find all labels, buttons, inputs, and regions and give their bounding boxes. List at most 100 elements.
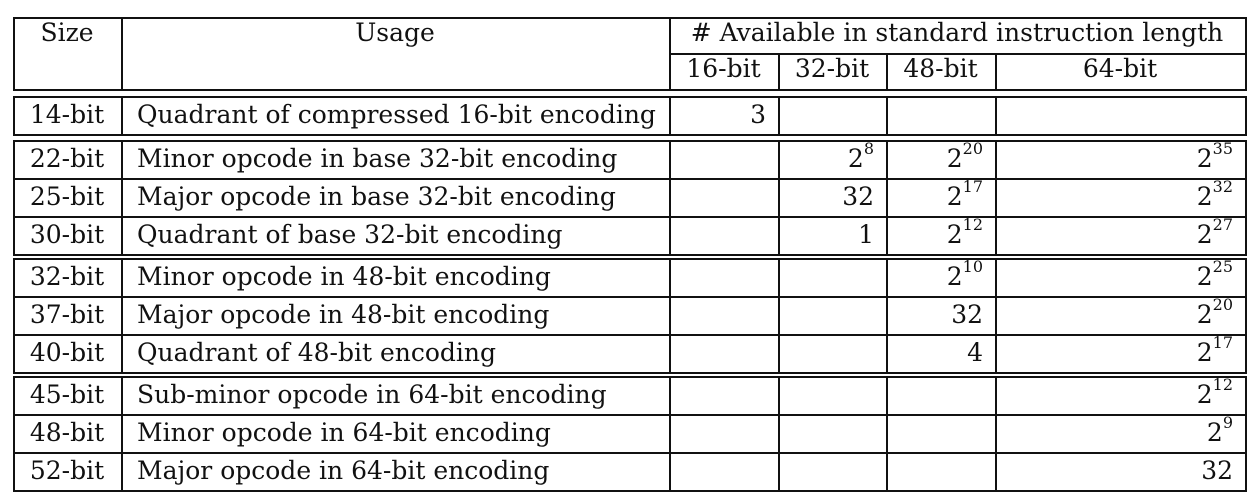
size-cell: 22-bit	[29, 144, 105, 173]
value-cell	[778, 334, 886, 372]
size-cell: 40-bit	[29, 338, 105, 367]
row-bottom-rule	[13, 414, 1247, 416]
group-top-rule	[13, 96, 1247, 98]
header-col-rule	[1245, 17, 1247, 91]
value-cell	[669, 414, 778, 452]
value-base: 2	[1206, 418, 1223, 447]
value-exponent: 17	[962, 176, 983, 196]
body-col-rule	[121, 140, 123, 256]
value-cell	[669, 452, 778, 490]
value-base: 32	[1201, 456, 1233, 485]
value-cell	[669, 376, 778, 414]
size-cell: 45-bit	[29, 380, 105, 409]
value-cell: 1	[778, 216, 886, 254]
body-col-rule	[1245, 140, 1247, 256]
value-base: 1	[858, 220, 874, 249]
body-col-rule	[669, 376, 671, 492]
body-col-rule	[886, 258, 888, 374]
value-exponent: 25	[1212, 256, 1233, 276]
usage-cell: Sub-minor opcode in 64-bit encoding	[137, 380, 607, 409]
usage-cell: Minor opcode in 48-bit encoding	[137, 262, 551, 291]
value-exponent: 9	[1222, 412, 1233, 432]
usage-cell: Major opcode in 48-bit encoding	[137, 300, 550, 329]
value-exponent: 20	[962, 138, 983, 158]
value-base: 2	[946, 220, 963, 249]
value-base: 2	[1196, 380, 1213, 409]
size-cell: 30-bit	[29, 220, 105, 249]
body-col-rule	[121, 258, 123, 374]
row-bottom-rule	[13, 334, 1247, 336]
group-top-rule	[13, 258, 1247, 260]
header-length-2: 48-bit	[903, 54, 978, 83]
value-exponent: 17	[1212, 332, 1233, 352]
body-col-rule	[995, 258, 997, 374]
value-cell	[778, 96, 886, 134]
value-exponent: 12	[962, 214, 983, 234]
value-cell	[669, 258, 778, 296]
body-col-rule	[13, 376, 15, 492]
value-base: 2	[946, 144, 963, 173]
body-col-rule	[121, 376, 123, 492]
size-cell: 37-bit	[29, 300, 105, 329]
value-cell: 217	[995, 334, 1245, 372]
value-cell	[669, 140, 778, 178]
body-col-rule	[669, 258, 671, 374]
body-col-rule	[778, 376, 780, 492]
value-base: 2	[1196, 144, 1213, 173]
value-base: 2	[1196, 300, 1213, 329]
header-available: # Available in standard instruction leng…	[690, 18, 1224, 47]
value-base: 32	[842, 182, 874, 211]
group-top-rule	[13, 140, 1247, 142]
value-cell: 32	[995, 452, 1245, 490]
body-col-rule	[13, 96, 15, 136]
row-bottom-rule	[13, 296, 1247, 298]
row-bottom-rule	[13, 254, 1247, 256]
value-base: 32	[951, 300, 983, 329]
value-base: 2	[1196, 182, 1213, 211]
value-cell	[669, 296, 778, 334]
value-cell	[886, 376, 995, 414]
usage-cell: Minor opcode in base 32-bit encoding	[137, 144, 618, 173]
usage-cell: Major opcode in base 32-bit encoding	[137, 182, 616, 211]
size-cell: 32-bit	[29, 262, 105, 291]
body-col-rule	[886, 140, 888, 256]
value-cell: 4	[886, 334, 995, 372]
value-cell: 210	[886, 258, 995, 296]
value-base: 2	[1196, 338, 1213, 367]
header-bottom-rule	[13, 89, 1247, 91]
header-size: Size	[40, 18, 94, 47]
body-col-rule	[778, 140, 780, 256]
row-bottom-rule	[13, 216, 1247, 218]
header-col-rule	[669, 17, 671, 91]
value-cell: 220	[995, 296, 1245, 334]
usage-cell: Quadrant of base 32-bit encoding	[137, 220, 563, 249]
value-cell: 29	[995, 414, 1245, 452]
group-top-rule	[13, 376, 1247, 378]
value-cell	[886, 96, 995, 134]
body-col-rule	[13, 258, 15, 374]
body-col-rule	[995, 140, 997, 256]
value-base: 2	[946, 182, 963, 211]
header-length-1: 32-bit	[794, 54, 870, 83]
value-cell: 32	[886, 296, 995, 334]
value-exponent: 27	[1212, 214, 1233, 234]
value-cell	[778, 296, 886, 334]
value-cell: 212	[886, 216, 995, 254]
size-cell: 48-bit	[29, 418, 105, 447]
value-cell	[778, 452, 886, 490]
body-col-rule	[121, 96, 123, 136]
body-col-rule	[1245, 96, 1247, 136]
body-col-rule	[995, 96, 997, 136]
size-cell: 14-bit	[29, 100, 105, 129]
value-base: 2	[946, 262, 963, 291]
body-col-rule	[1245, 258, 1247, 374]
value-cell	[778, 258, 886, 296]
value-base: 3	[750, 100, 766, 129]
value-exponent: 20	[1212, 294, 1233, 314]
value-base: 2	[1196, 220, 1213, 249]
usage-cell: Major opcode in 64-bit encoding	[137, 456, 550, 485]
row-bottom-rule	[13, 178, 1247, 180]
value-cell	[886, 452, 995, 490]
value-cell: 225	[995, 258, 1245, 296]
